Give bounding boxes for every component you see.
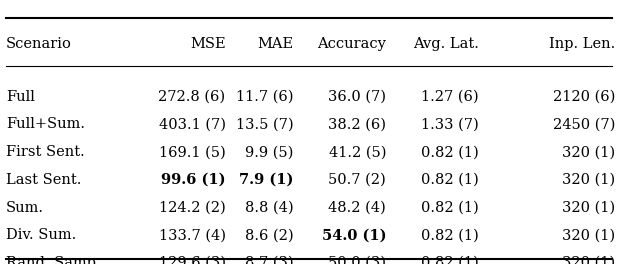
Text: 0.82 (1): 0.82 (1) <box>421 201 479 215</box>
Text: 320 (1): 320 (1) <box>562 228 615 242</box>
Text: 8.7 (3): 8.7 (3) <box>245 256 294 264</box>
Text: 36.0 (7): 36.0 (7) <box>328 90 386 104</box>
Text: Full+Sum.: Full+Sum. <box>6 117 85 131</box>
Text: 0.82 (1): 0.82 (1) <box>421 173 479 187</box>
Text: MAE: MAE <box>258 37 294 51</box>
Text: 9.9 (5): 9.9 (5) <box>245 145 294 159</box>
Text: 8.6 (2): 8.6 (2) <box>245 228 294 242</box>
Text: 0.82 (1): 0.82 (1) <box>421 256 479 264</box>
Text: 1.33 (7): 1.33 (7) <box>421 117 479 131</box>
Text: 0.82 (1): 0.82 (1) <box>421 228 479 242</box>
Text: Sum.: Sum. <box>6 201 44 215</box>
Text: 38.2 (6): 38.2 (6) <box>328 117 386 131</box>
Text: 272.8 (6): 272.8 (6) <box>158 90 226 104</box>
Text: 133.7 (4): 133.7 (4) <box>159 228 226 242</box>
Text: 169.1 (5): 169.1 (5) <box>159 145 226 159</box>
Text: Full: Full <box>6 90 35 104</box>
Text: 11.7 (6): 11.7 (6) <box>236 90 294 104</box>
Text: Div. Sum.: Div. Sum. <box>6 228 77 242</box>
Text: 1.27 (6): 1.27 (6) <box>421 90 479 104</box>
Text: 99.6 (1): 99.6 (1) <box>161 173 226 187</box>
Text: MSE: MSE <box>190 37 226 51</box>
Text: 320 (1): 320 (1) <box>562 145 615 159</box>
Text: 124.2 (2): 124.2 (2) <box>159 201 226 215</box>
Text: Accuracy: Accuracy <box>318 37 386 51</box>
Text: 8.8 (4): 8.8 (4) <box>245 201 294 215</box>
Text: Inp. Len.: Inp. Len. <box>549 37 615 51</box>
Text: 2450 (7): 2450 (7) <box>552 117 615 131</box>
Text: Avg. Lat.: Avg. Lat. <box>413 37 479 51</box>
Text: 320 (1): 320 (1) <box>562 201 615 215</box>
Text: 13.5 (7): 13.5 (7) <box>236 117 294 131</box>
Text: 2120 (6): 2120 (6) <box>552 90 615 104</box>
Text: 54.0 (1): 54.0 (1) <box>322 228 386 242</box>
Text: 320 (1): 320 (1) <box>562 173 615 187</box>
Text: Rand. Samp.: Rand. Samp. <box>6 256 101 264</box>
Text: 50.7 (2): 50.7 (2) <box>329 173 386 187</box>
Text: 320 (1): 320 (1) <box>562 256 615 264</box>
Text: Scenario: Scenario <box>6 37 72 51</box>
Text: 41.2 (5): 41.2 (5) <box>329 145 386 159</box>
Text: 403.1 (7): 403.1 (7) <box>159 117 226 131</box>
Text: 48.2 (4): 48.2 (4) <box>329 201 386 215</box>
Text: Last Sent.: Last Sent. <box>6 173 82 187</box>
Text: 50.0 (3): 50.0 (3) <box>328 256 386 264</box>
Text: 0.82 (1): 0.82 (1) <box>421 145 479 159</box>
Text: 129.6 (3): 129.6 (3) <box>159 256 226 264</box>
Text: First Sent.: First Sent. <box>6 145 85 159</box>
Text: 7.9 (1): 7.9 (1) <box>239 173 294 187</box>
